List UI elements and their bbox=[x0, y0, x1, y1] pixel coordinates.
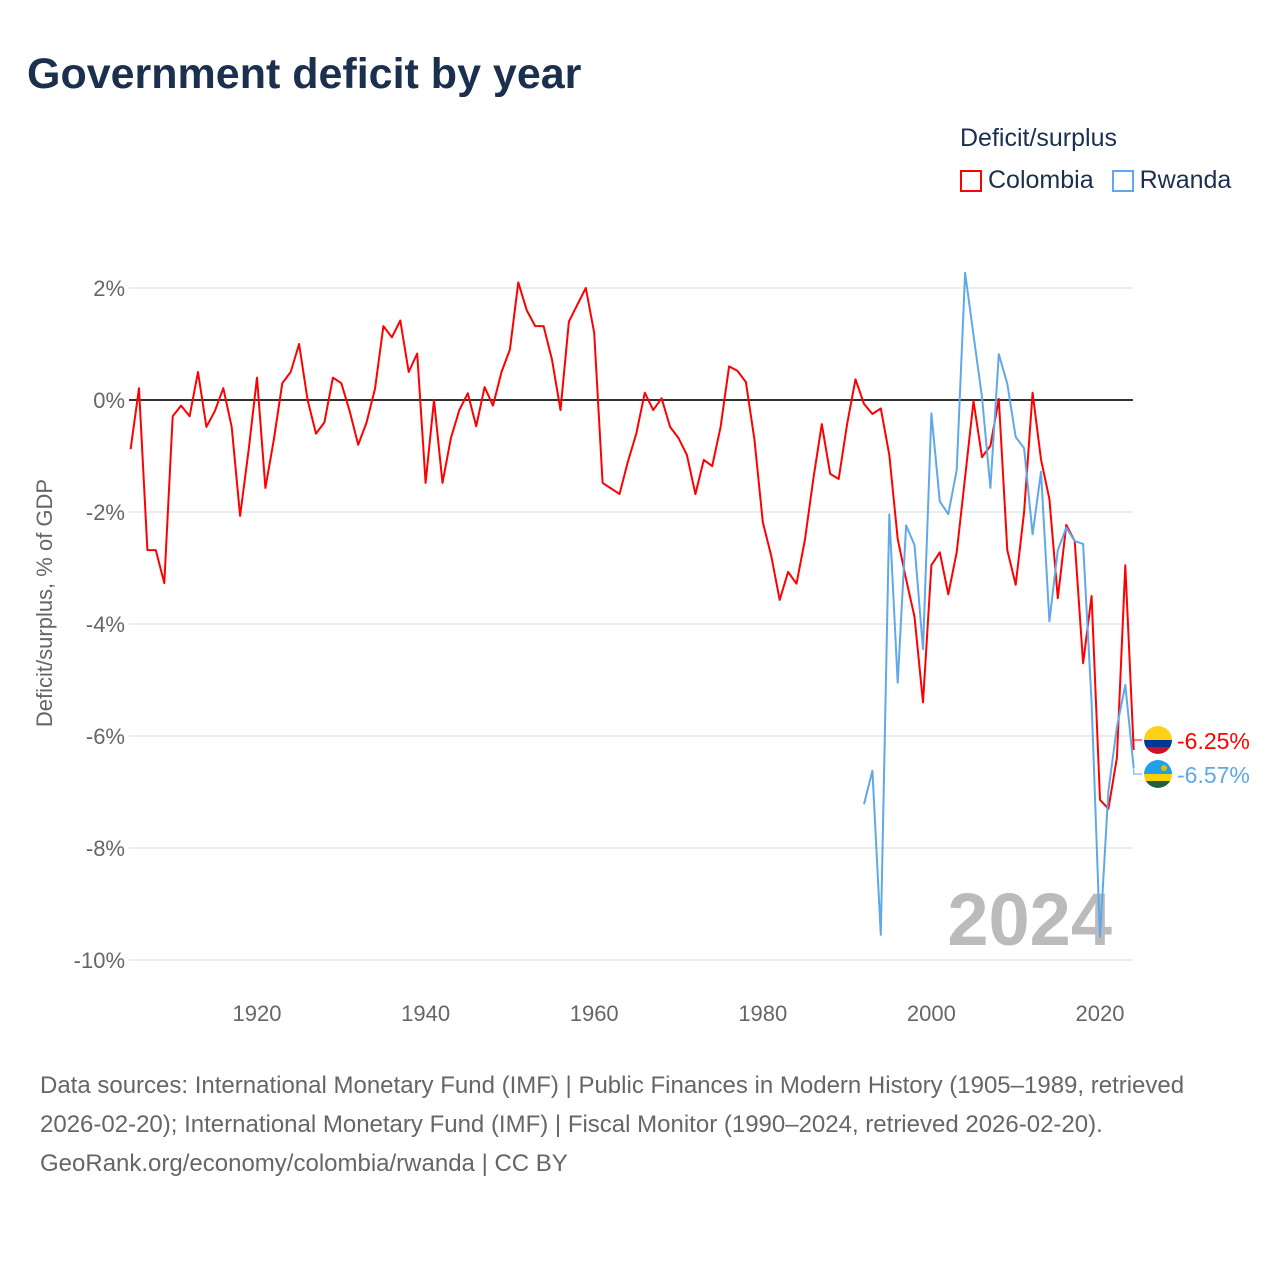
end-value-label: -6.25% bbox=[1177, 728, 1250, 754]
page-title: Government deficit by year bbox=[27, 50, 582, 98]
legend-swatch bbox=[960, 169, 982, 192]
legend-title: Deficit/surplus bbox=[960, 124, 1117, 152]
credit-link[interactable]: GeoRank.org/economy/colombia/rwanda | CC… bbox=[40, 1150, 568, 1177]
year-watermark: 2024 bbox=[947, 878, 1112, 961]
footer: Data sources: International Monetary Fun… bbox=[40, 1066, 1240, 1183]
series-line-rwanda bbox=[863, 271, 1135, 938]
x-tick-label: 1920 bbox=[233, 1001, 282, 1026]
rwanda-flag-icon bbox=[1144, 760, 1172, 788]
end-connector bbox=[1133, 767, 1142, 775]
legend-item-colombia[interactable]: Colombia bbox=[960, 166, 1094, 195]
data-sources: Data sources: International Monetary Fun… bbox=[40, 1072, 1185, 1138]
y-tick-label: -2% bbox=[86, 500, 125, 525]
y-tick-label: 2% bbox=[93, 276, 125, 301]
legend-label: Rwanda bbox=[1139, 166, 1232, 194]
x-tick-label: 2000 bbox=[907, 1001, 956, 1026]
x-tick-label: 2020 bbox=[1076, 1001, 1125, 1026]
legend-swatch bbox=[1111, 169, 1134, 192]
legend: Colombia Rwanda bbox=[960, 166, 1231, 195]
end-value-label: -6.57% bbox=[1177, 762, 1250, 788]
x-tick-label: 1980 bbox=[738, 1001, 787, 1026]
y-tick-label: -6% bbox=[86, 724, 125, 749]
y-tick-label: -10% bbox=[74, 948, 125, 973]
y-tick-label: -4% bbox=[86, 612, 125, 637]
legend-label: Colombia bbox=[988, 166, 1094, 194]
y-axis-label: Deficit/surplus, % of GDP bbox=[32, 479, 57, 727]
x-tick-label: 1940 bbox=[401, 1001, 450, 1026]
colombia-flag-icon bbox=[1144, 726, 1172, 754]
x-tick-label: 1960 bbox=[570, 1001, 619, 1026]
y-tick-label: 0% bbox=[93, 388, 125, 413]
legend-item-rwanda[interactable]: Rwanda bbox=[1111, 166, 1232, 195]
y-tick-label: -8% bbox=[86, 836, 125, 861]
series-line-colombia bbox=[129, 281, 1135, 810]
end-connector bbox=[1133, 739, 1142, 750]
